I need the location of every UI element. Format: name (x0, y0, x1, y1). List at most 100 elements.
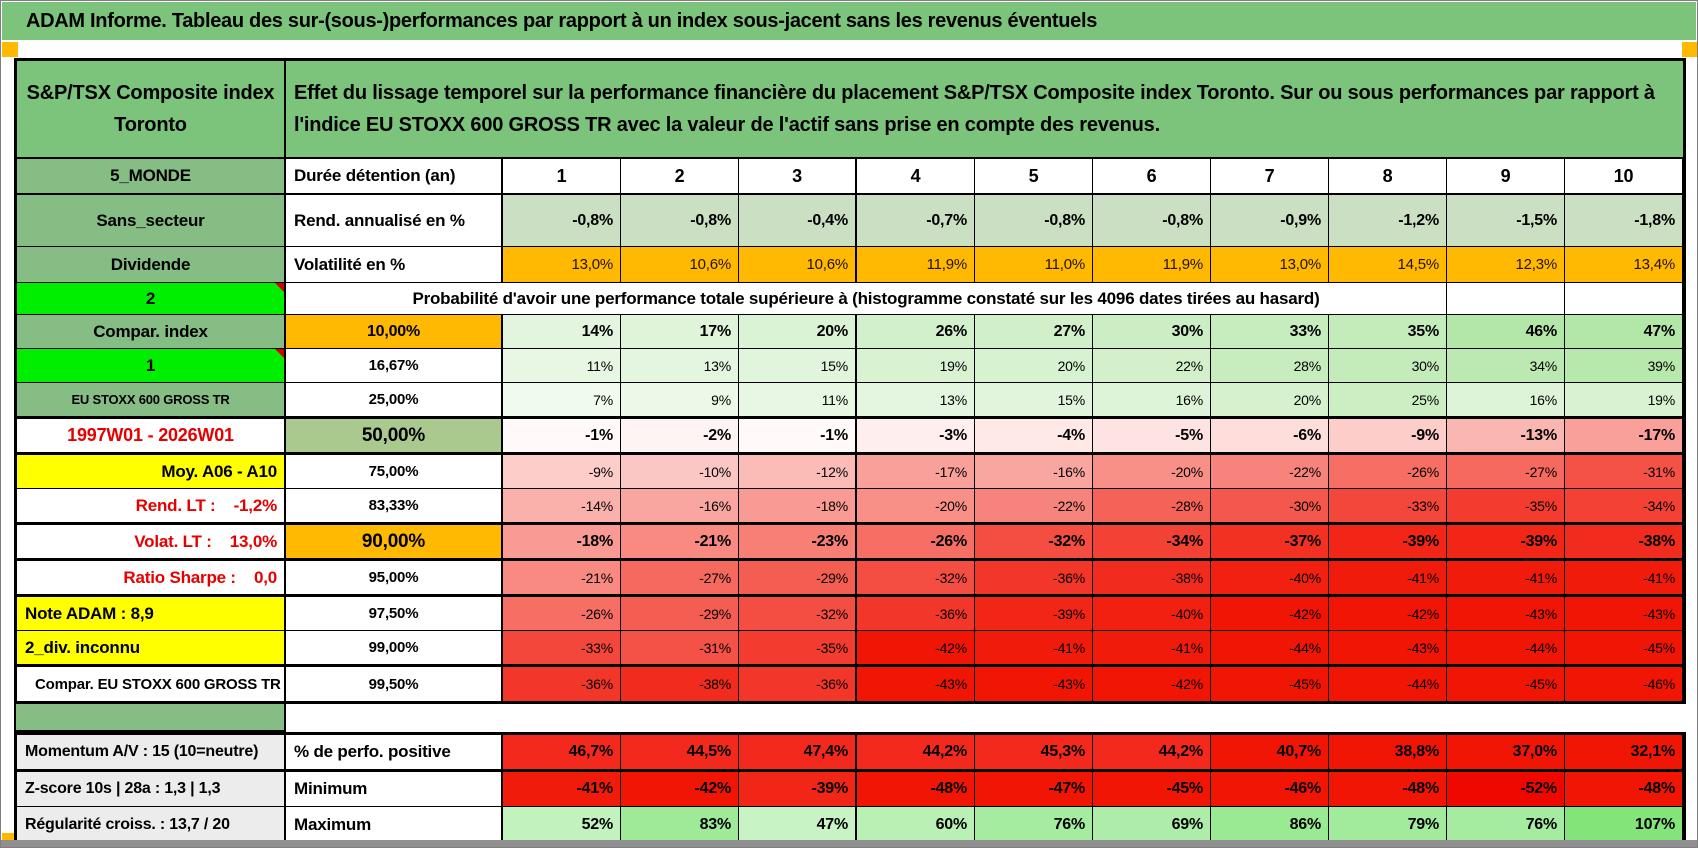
row-label-a[interactable]: Z-score 10s | 28a : 1,3 | 1,3 (17, 772, 286, 807)
data-cell[interactable]: -48% (1329, 772, 1447, 807)
data-cell[interactable]: 52% (503, 807, 621, 842)
data-cell[interactable]: 44,2% (857, 735, 975, 770)
data-cell[interactable]: 26% (857, 315, 975, 349)
data-cell[interactable]: -13% (1447, 419, 1565, 453)
data-cell[interactable]: 20% (1211, 383, 1329, 417)
row-label-a[interactable]: Ratio Sharpe : 0,0 (17, 561, 286, 595)
data-cell[interactable]: -45% (1211, 667, 1329, 701)
data-cell[interactable]: -41% (1565, 561, 1683, 595)
row-label-a[interactable]: Sans_secteur (17, 195, 286, 247)
year-column-header[interactable]: 1 (503, 159, 621, 195)
data-cell[interactable]: -34% (1093, 525, 1211, 559)
year-column-header[interactable]: 5 (975, 159, 1093, 195)
row-label-a[interactable]: Volat. LT : 13,0% (17, 525, 286, 559)
data-cell[interactable]: 44,5% (621, 735, 739, 770)
row-label-b[interactable]: Minimum (286, 772, 503, 807)
data-cell[interactable]: -2% (621, 419, 739, 453)
data-cell[interactable]: 33% (1211, 315, 1329, 349)
data-cell[interactable]: -38% (621, 667, 739, 701)
data-cell[interactable]: -29% (621, 597, 739, 631)
data-cell[interactable]: -45% (1093, 772, 1211, 807)
data-cell[interactable]: 32,1% (1565, 735, 1683, 770)
data-cell[interactable]: -18% (503, 525, 621, 559)
data-cell[interactable]: 13,0% (503, 247, 621, 283)
data-cell[interactable]: 69% (1093, 807, 1211, 842)
year-column-header[interactable]: 6 (1093, 159, 1211, 195)
row-label-b[interactable]: 97,50% (286, 597, 503, 631)
data-cell[interactable]: -33% (1329, 489, 1447, 523)
data-cell[interactable]: 35% (1329, 315, 1447, 349)
data-cell[interactable]: 13% (857, 383, 975, 417)
data-cell[interactable]: -16% (621, 489, 739, 523)
data-cell[interactable]: -27% (1447, 455, 1565, 489)
data-cell[interactable]: -43% (1329, 631, 1447, 665)
data-cell[interactable]: 46% (1447, 315, 1565, 349)
data-cell[interactable]: -20% (1093, 455, 1211, 489)
data-cell[interactable]: -42% (1211, 597, 1329, 631)
data-cell[interactable]: -17% (857, 455, 975, 489)
data-cell[interactable]: 15% (975, 383, 1093, 417)
row-label-a[interactable]: 2 (17, 283, 286, 315)
asset-title-cell[interactable]: S&P/TSX Composite index Toronto (17, 61, 286, 159)
data-cell[interactable]: 16% (1093, 383, 1211, 417)
data-cell[interactable]: -40% (1093, 597, 1211, 631)
data-cell[interactable]: -37% (1211, 525, 1329, 559)
data-cell[interactable]: 107% (1565, 807, 1683, 842)
row-label-b[interactable]: 83,33% (286, 489, 503, 523)
data-cell[interactable]: -21% (621, 525, 739, 559)
data-cell[interactable]: -1,8% (1565, 195, 1683, 247)
row-label-a[interactable]: Dividende (17, 247, 286, 283)
row-label-b[interactable]: 95,00% (286, 561, 503, 595)
year-column-header[interactable]: 7 (1211, 159, 1329, 195)
data-cell[interactable]: -0,8% (621, 195, 739, 247)
data-cell[interactable]: 19% (857, 349, 975, 383)
data-cell[interactable]: -28% (1093, 489, 1211, 523)
data-cell[interactable]: 30% (1093, 315, 1211, 349)
data-cell[interactable]: 39% (1565, 349, 1683, 383)
data-cell[interactable]: -43% (975, 667, 1093, 701)
data-cell[interactable]: 76% (975, 807, 1093, 842)
data-cell[interactable]: -1% (739, 419, 857, 453)
data-cell[interactable]: 14% (503, 315, 621, 349)
data-cell[interactable]: -30% (1211, 489, 1329, 523)
data-cell[interactable]: -38% (1093, 561, 1211, 595)
data-cell[interactable]: -42% (857, 631, 975, 665)
data-cell[interactable]: -41% (975, 631, 1093, 665)
data-cell[interactable]: -4% (975, 419, 1093, 453)
year-column-header[interactable]: 9 (1447, 159, 1565, 195)
row-label-b[interactable]: Rend. annualisé en % (286, 195, 503, 247)
data-cell[interactable]: -14% (503, 489, 621, 523)
data-cell[interactable]: -42% (1329, 597, 1447, 631)
row-label-a[interactable]: 1 (17, 349, 286, 383)
data-cell[interactable]: -44% (1329, 667, 1447, 701)
data-cell[interactable]: -38% (1565, 525, 1683, 559)
data-cell[interactable]: -26% (503, 597, 621, 631)
data-cell[interactable]: 46,7% (503, 735, 621, 770)
row-label-a[interactable]: Note ADAM : 8,9 (17, 597, 286, 631)
row-label-b[interactable]: 90,00% (286, 525, 503, 559)
data-cell[interactable]: -32% (857, 561, 975, 595)
data-cell[interactable]: 11,0% (975, 247, 1093, 283)
data-cell[interactable]: 11,9% (857, 247, 975, 283)
data-cell[interactable]: 47% (739, 807, 857, 842)
data-cell[interactable]: -46% (1565, 667, 1683, 701)
data-cell[interactable]: -40% (1211, 561, 1329, 595)
separator-cell[interactable] (14, 702, 286, 732)
data-cell[interactable]: -21% (503, 561, 621, 595)
data-cell[interactable]: -22% (975, 489, 1093, 523)
data-cell[interactable]: -48% (1565, 772, 1683, 807)
data-cell[interactable]: 28% (1211, 349, 1329, 383)
row-label-b[interactable]: 50,00% (286, 419, 503, 453)
data-cell[interactable]: 37,0% (1447, 735, 1565, 770)
data-cell[interactable]: -9% (503, 455, 621, 489)
row-label-a[interactable]: Compar. EU STOXX 600 GROSS TR (17, 667, 286, 701)
data-cell[interactable]: 14,5% (1329, 247, 1447, 283)
data-cell[interactable]: -41% (1329, 561, 1447, 595)
row-label-a[interactable]: 2_div. inconnu (17, 631, 286, 665)
data-cell[interactable]: -1% (503, 419, 621, 453)
row-label-b[interactable]: Volatilité en % (286, 247, 503, 283)
data-cell[interactable]: 86% (1211, 807, 1329, 842)
year-column-header[interactable]: 10 (1565, 159, 1683, 195)
data-cell[interactable]: 11% (503, 349, 621, 383)
data-cell[interactable]: -31% (1565, 455, 1683, 489)
